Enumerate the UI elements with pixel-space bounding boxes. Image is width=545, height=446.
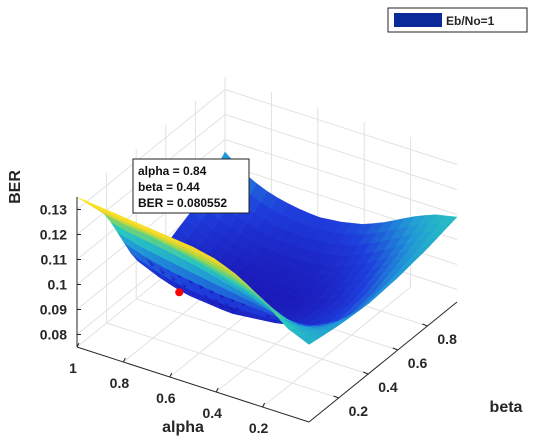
surface-patch: [83, 201, 102, 211]
alpha-tick-mark: [122, 357, 126, 363]
ber-tick-label: 0.13: [40, 202, 67, 218]
beta-tick-mark: [392, 347, 398, 351]
ber-tick-label: 0.1: [48, 277, 68, 293]
beta-tick-label: 0.2: [349, 403, 369, 419]
beta-tick-label: 0.6: [408, 355, 428, 371]
alpha-tick-label: 0.6: [156, 390, 176, 406]
beta-tick-mark: [363, 371, 369, 375]
gridline-beta: [106, 173, 339, 399]
legend-label: Eb/No=1: [446, 14, 495, 28]
ber-tick-label: 0.12: [40, 227, 67, 243]
x-axis-label: alpha: [162, 419, 204, 436]
alpha-axis-line: [76, 346, 310, 423]
beta-axis-line: [308, 301, 458, 423]
alpha-tick-label: 1: [69, 360, 77, 376]
z-axis-label: BER: [7, 170, 24, 204]
datatip-ber: BER = 0.080552: [138, 196, 227, 210]
beta-tick-label: 0.8: [437, 331, 457, 347]
alpha-tick-label: 0.8: [110, 375, 130, 391]
beta-tick-mark: [422, 323, 428, 327]
legend-swatch: [394, 13, 442, 27]
alpha-tick-label: 0.4: [202, 405, 222, 421]
alpha-tick-mark: [169, 372, 173, 378]
datatip-alpha: alpha = 0.84: [138, 164, 207, 178]
surface-patch: [87, 201, 105, 211]
datatip-beta: beta = 0.44: [138, 180, 200, 194]
alpha-tick-mark: [76, 342, 80, 348]
ber-tick-label: 0.09: [40, 302, 67, 318]
datatip[interactable]: alpha = 0.84 beta = 0.44 BER = 0.080552: [132, 158, 250, 214]
ber-tick-label: 0.08: [40, 327, 67, 343]
datatip-box: [132, 158, 250, 214]
beta-tick-mark: [333, 395, 339, 399]
axes: [76, 197, 458, 423]
gridline-alpha: [262, 137, 412, 408]
alpha-tick-mark: [262, 402, 266, 408]
tick-labels: 0.08 0.09 0.1 0.11 0.12 0.13 1 0.8 0.6 0.4 0.2 0.2 0…: [40, 202, 457, 437]
alpha-tick-mark: [215, 387, 219, 393]
legend[interactable]: Eb/No=1: [387, 7, 528, 33]
alpha-tick-label: 0.2: [249, 420, 269, 436]
y-axis-label: beta: [490, 399, 523, 416]
ber-tick-label: 0.11: [41, 252, 68, 268]
surface-patch: [76, 196, 95, 207]
datatip-marker[interactable]: [175, 288, 184, 297]
beta-tick-label: 0.4: [378, 379, 398, 395]
